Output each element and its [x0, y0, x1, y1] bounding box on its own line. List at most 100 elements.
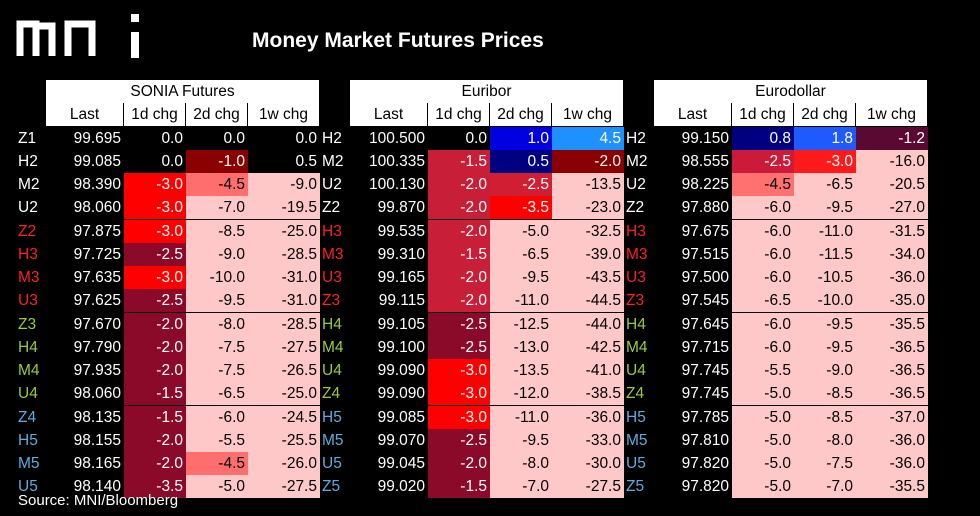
table-row: Z2 97.875 -3.0 -8.5 -25.0 H3 99.535 -2.0 -5.0 -32… — [16, 219, 928, 243]
change-d2: -10.0 — [794, 289, 856, 313]
change-d1: -3.0 — [428, 405, 490, 429]
change-d1: -1.5 — [124, 382, 186, 406]
change-d1: 0.0 — [124, 126, 186, 150]
change-d2: -9.5 — [794, 196, 856, 220]
change-d2: -6.0 — [186, 405, 248, 429]
change-w1: -28.5 — [248, 242, 320, 266]
change-d2: -8.5 — [186, 219, 248, 243]
last-price: 97.670 — [73, 315, 121, 333]
contract-label: M5 — [18, 455, 40, 472]
page-title: Money Market Futures Prices — [252, 29, 544, 52]
contract-label: Z3 — [322, 292, 341, 310]
contract-label: M3 — [18, 269, 40, 286]
change-d1: 0.0 — [428, 126, 490, 150]
change-d2: -6.5 — [794, 173, 856, 196]
change-d1: -2.0 — [428, 196, 490, 220]
change-d2: -4.5 — [186, 173, 248, 196]
change-d1: -4.5 — [732, 173, 794, 196]
change-w1: -41.0 — [552, 359, 624, 382]
change-d2: -8.5 — [794, 382, 856, 406]
contract-label: M5 — [322, 431, 344, 449]
last-price: 97.675 — [681, 222, 729, 240]
change-w1: -31.0 — [248, 266, 320, 289]
contract-label: H4 — [18, 338, 38, 356]
contract-label: M2 — [18, 176, 40, 193]
change-w1: -19.5 — [248, 196, 320, 220]
contract-label: Z4 — [322, 385, 341, 403]
change-w1: -24.5 — [248, 405, 320, 429]
change-w1: -25.0 — [248, 219, 320, 243]
change-d2: -3.0 — [794, 149, 856, 173]
table-row: U4 98.060 -1.5 -6.5 -25.0 Z4 99.090 -3.0 -12.0 -3… — [16, 382, 928, 406]
table-row: U3 97.625 -2.5 -9.5 -31.0 Z3 99.115 -2.0 -11.0 -4… — [16, 289, 928, 313]
change-d2: -7.5 — [186, 335, 248, 359]
last-price: 97.500 — [681, 269, 729, 286]
change-d1: -5.0 — [732, 405, 794, 429]
contract-label: Z4 — [626, 385, 645, 403]
contract-label: Z3 — [18, 315, 37, 333]
last-price: 98.140 — [73, 478, 121, 496]
contract-label: U3 — [626, 269, 646, 286]
change-d1: -2.0 — [428, 219, 490, 243]
change-d1: -2.0 — [124, 452, 186, 475]
contract-label: M4 — [322, 338, 344, 356]
contract-label: M3 — [322, 245, 344, 263]
last-price: 97.785 — [681, 408, 729, 426]
contract-label: U2 — [626, 176, 646, 193]
change-d2: -10.5 — [794, 266, 856, 289]
last-price: 97.875 — [73, 222, 121, 240]
contract-label: U4 — [626, 362, 646, 379]
last-price: 98.135 — [73, 408, 121, 426]
change-w1: -43.5 — [552, 266, 624, 289]
change-d1: -5.0 — [732, 428, 794, 452]
last-price: 99.150 — [681, 129, 729, 147]
contract-label: Z5 — [626, 478, 645, 496]
change-d2: -7.0 — [794, 475, 856, 499]
last-price: 99.870 — [377, 199, 425, 217]
last-price: 99.070 — [377, 431, 425, 449]
contract-label: U2 — [18, 199, 38, 217]
change-w1: 4.5 — [552, 126, 624, 150]
change-d1: -2.5 — [428, 312, 490, 336]
change-d2: -9.0 — [794, 359, 856, 382]
last-price: 99.090 — [377, 385, 425, 403]
change-d2: -7.5 — [794, 452, 856, 475]
change-d2: -1.0 — [186, 149, 248, 173]
last-price: 99.310 — [377, 245, 425, 263]
last-price: 99.090 — [377, 362, 425, 379]
change-d1: -6.0 — [732, 266, 794, 289]
contract-label: Z4 — [18, 408, 37, 426]
last-price: 97.625 — [73, 292, 121, 310]
contract-label: U5 — [322, 455, 342, 472]
last-price: 99.100 — [377, 338, 425, 356]
change-w1: -35.0 — [856, 289, 928, 313]
change-d2: -2.5 — [490, 173, 552, 196]
change-d2: -8.0 — [794, 428, 856, 452]
change-w1: -9.0 — [248, 173, 320, 196]
change-w1: -27.0 — [856, 196, 928, 220]
change-w1: -30.0 — [552, 452, 624, 475]
last-price: 98.165 — [73, 455, 121, 472]
change-d1: -3.0 — [428, 382, 490, 406]
table-row: Z1 99.695 0.0 0.0 0.0 H2 100.500 0.0 1.0 4.5 H2 99.… — [16, 126, 928, 150]
last-price: 97.810 — [681, 431, 729, 449]
change-d1: -2.0 — [124, 428, 186, 452]
table-row: M2 98.390 -3.0 -4.5 -9.0 U2 100.130 -2.0 -2.5 -13… — [16, 173, 928, 196]
column-header-d1: 1d chg — [428, 103, 489, 127]
column-header-d2: 2d chg — [490, 103, 551, 127]
change-d2: -13.0 — [490, 335, 552, 359]
last-price: 97.645 — [681, 315, 729, 333]
change-w1: -25.0 — [248, 382, 320, 406]
contract-label: M5 — [626, 431, 648, 449]
change-d1: -6.0 — [732, 219, 794, 243]
contract-label: Z2 — [322, 199, 341, 217]
contract-label: Z2 — [626, 199, 645, 217]
column-header-last: Last — [46, 103, 123, 127]
table-row: U5 98.140 -3.5 -5.0 -27.5 Z5 99.020 -1.5 -7.0 -27… — [16, 475, 928, 499]
table-row: Z4 98.135 -1.5 -6.0 -24.5 H5 99.085 -3.0 -11.0 -3… — [16, 405, 928, 429]
change-w1: -28.5 — [248, 312, 320, 336]
last-price: 97.715 — [681, 338, 729, 356]
change-d2: -3.5 — [490, 196, 552, 220]
change-d2: -8.0 — [490, 452, 552, 475]
change-d2: 1.8 — [794, 126, 856, 150]
